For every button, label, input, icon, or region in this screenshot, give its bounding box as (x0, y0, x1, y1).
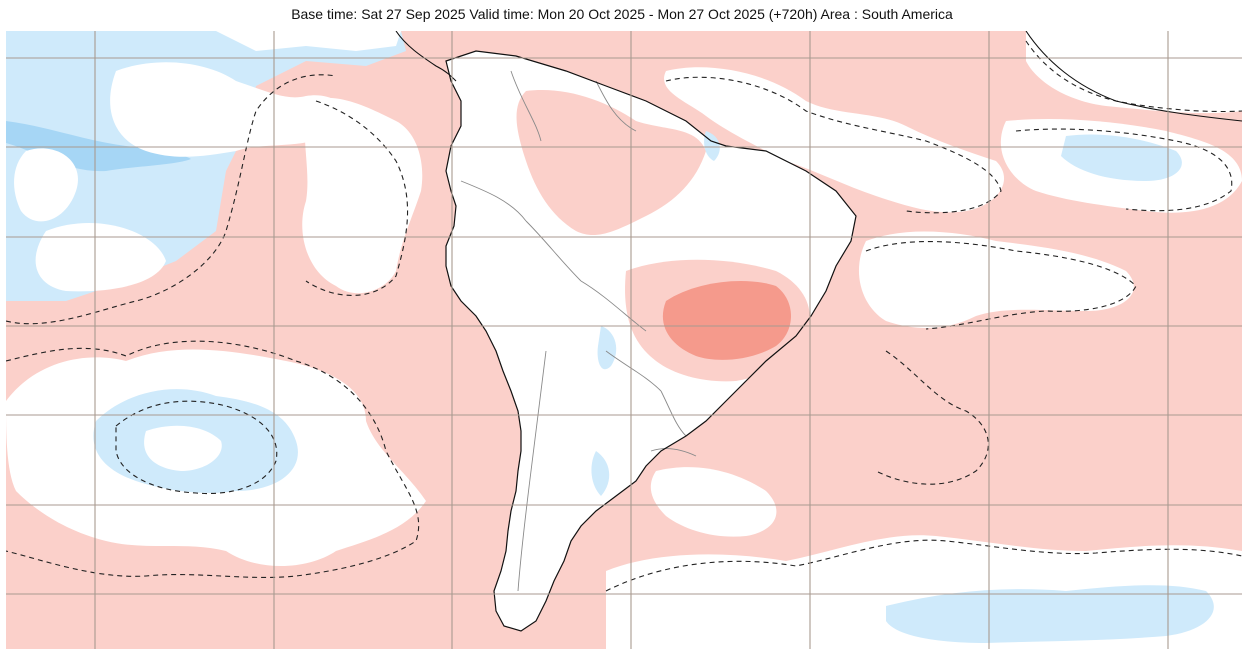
border-colombia-venezuela (510, 70, 542, 142)
neutral-atlantic-mid (858, 231, 1134, 328)
contour-lines (6, 40, 1242, 592)
strong-positive-anomaly-central (662, 281, 791, 360)
neutral-ne-corner (1026, 31, 1242, 114)
negative-anomaly-south (886, 585, 1214, 643)
contour-sw (6, 340, 420, 578)
graticule (6, 31, 1242, 649)
neutral-patch-nw (110, 62, 345, 157)
anomaly-map (6, 31, 1242, 649)
contour-pacific (305, 100, 409, 296)
border-colombia-peru (460, 180, 527, 222)
border-bolivia-paraguay (605, 350, 662, 392)
neutral-atlantic-southwest (650, 467, 777, 537)
positive-anomaly-brazil (516, 90, 706, 236)
border-peru-brazil (525, 220, 582, 282)
border-argentina-paraguay (660, 390, 687, 437)
contour-east (875, 350, 989, 485)
neutral-patch-nw3 (35, 222, 166, 292)
neutral-atlantic-north (664, 67, 1005, 213)
border-uruguay (650, 448, 697, 457)
negative-anomaly-land2 (591, 451, 610, 496)
neutral-patch-nw4 (216, 31, 401, 51)
map-title: Base time: Sat 27 Sep 2025 Valid time: M… (291, 6, 953, 22)
neutral-patch-nw2 (14, 148, 78, 222)
border-argentina-chile (517, 350, 547, 592)
contour-sw-inner (115, 400, 278, 495)
coastline (445, 50, 857, 632)
contour-atlantic-e (1015, 128, 1233, 212)
negative-anomaly-ne (1061, 134, 1182, 181)
contour-south (605, 539, 1242, 592)
neutral-patch-sw2 (144, 425, 222, 471)
contour-atlantic-m (865, 240, 1137, 330)
negative-anomaly-land1 (597, 326, 617, 370)
